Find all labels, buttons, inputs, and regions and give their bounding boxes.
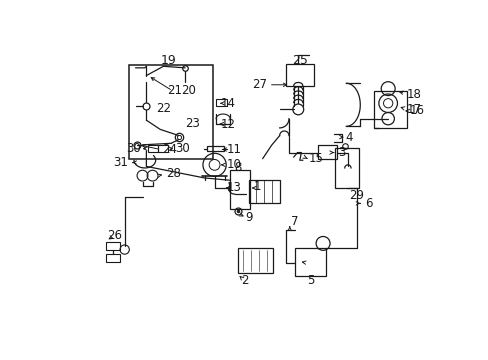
Text: 22: 22: [155, 102, 170, 115]
Text: 28: 28: [166, 167, 181, 180]
Bar: [335, 148, 358, 188]
Text: 13: 13: [226, 181, 242, 194]
Text: 6: 6: [364, 197, 372, 210]
Bar: [158, 145, 168, 152]
Text: 12: 12: [220, 118, 235, 131]
Bar: [230, 170, 250, 209]
Bar: [216, 99, 226, 106]
Text: 19: 19: [160, 54, 176, 67]
Bar: [285, 64, 313, 86]
Text: 16: 16: [409, 104, 424, 117]
Bar: [248, 180, 279, 203]
Text: 7: 7: [290, 215, 297, 228]
Text: 26: 26: [107, 229, 122, 242]
Text: 18: 18: [406, 87, 421, 100]
Text: 3: 3: [338, 146, 345, 159]
Bar: [106, 254, 120, 262]
Bar: [373, 91, 406, 128]
Bar: [237, 248, 273, 273]
Bar: [129, 65, 213, 159]
Text: 14: 14: [220, 97, 235, 110]
Bar: [206, 147, 224, 151]
Text: 4: 4: [345, 131, 352, 144]
Text: 31: 31: [113, 156, 127, 169]
Text: 30: 30: [175, 142, 189, 155]
Text: 27: 27: [252, 78, 267, 91]
Text: 30: 30: [126, 142, 141, 155]
Text: 25: 25: [291, 54, 307, 67]
Text: 10: 10: [226, 158, 242, 171]
Text: 1: 1: [253, 180, 260, 193]
Bar: [106, 242, 120, 249]
Text: 23: 23: [185, 117, 200, 130]
Text: 15: 15: [308, 152, 324, 165]
Text: 8: 8: [234, 161, 241, 174]
Text: 20: 20: [181, 85, 196, 98]
Text: 9: 9: [245, 211, 253, 224]
Text: 11: 11: [226, 143, 242, 156]
Bar: [318, 145, 336, 159]
Text: 24: 24: [162, 143, 177, 156]
Text: 21: 21: [166, 85, 182, 98]
Text: 17: 17: [406, 103, 421, 116]
Text: 29: 29: [349, 189, 364, 202]
Bar: [148, 145, 158, 152]
Text: 2: 2: [241, 274, 248, 287]
Bar: [295, 248, 325, 276]
Text: 5: 5: [306, 274, 314, 287]
